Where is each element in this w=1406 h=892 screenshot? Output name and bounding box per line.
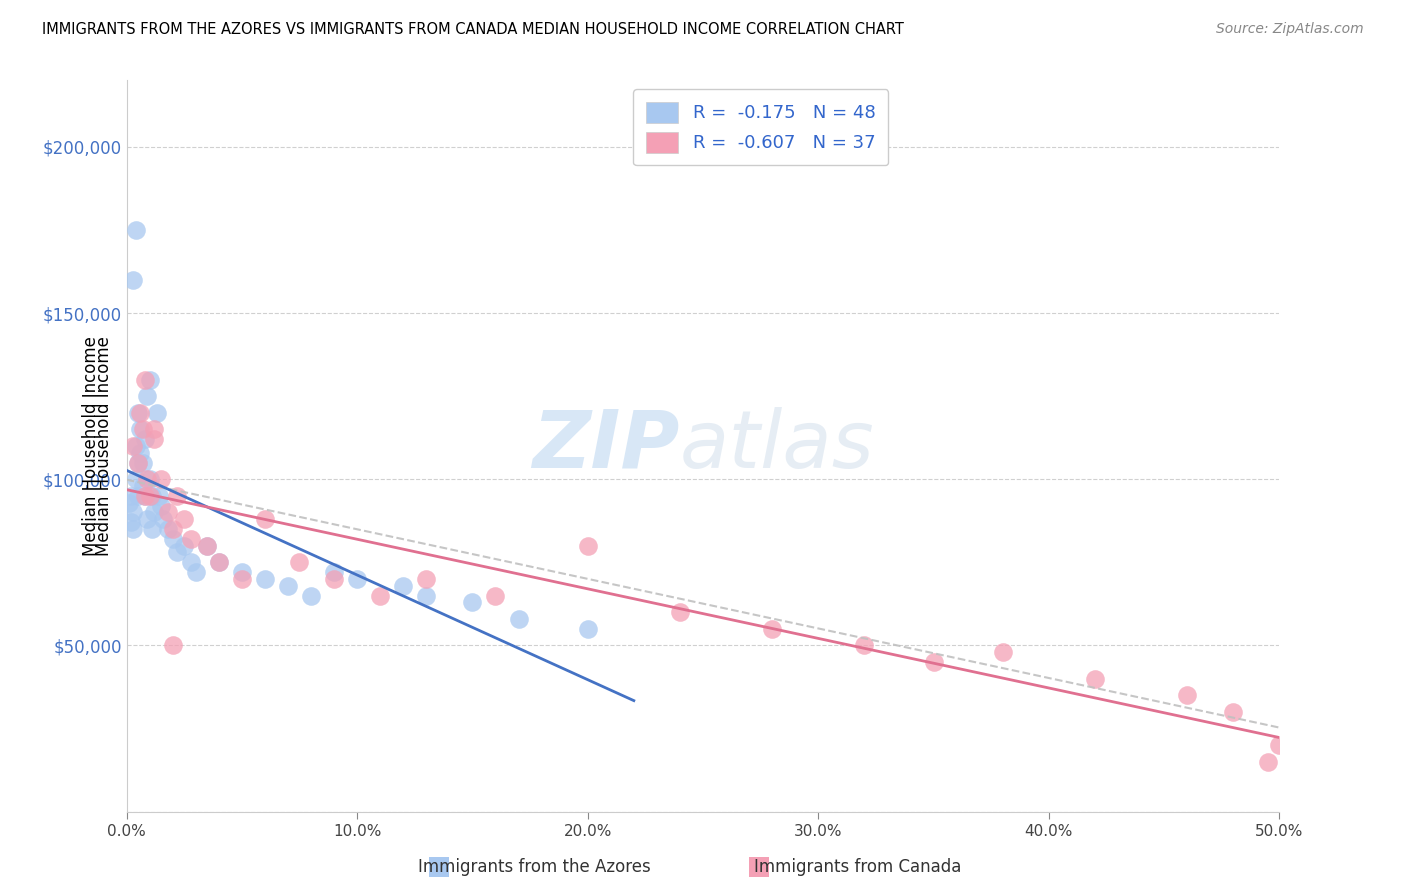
Point [136, 512, 159, 526]
Point [166, 545, 188, 559]
Point [127, 456, 149, 470]
Point [1257, 755, 1279, 769]
Point [1175, 689, 1198, 703]
Point [180, 532, 202, 546]
Text: atlas: atlas [681, 407, 875, 485]
Point [173, 539, 195, 553]
Point [145, 406, 167, 420]
Point [415, 572, 437, 586]
Point [173, 512, 195, 526]
Point [141, 522, 163, 536]
Point [118, 495, 141, 509]
Point [1084, 672, 1107, 686]
Point [125, 223, 148, 237]
Point [761, 622, 783, 636]
Point [136, 472, 159, 486]
Point [415, 589, 437, 603]
Point [122, 506, 145, 520]
Point [129, 422, 152, 436]
Point [323, 572, 346, 586]
Point [162, 532, 184, 546]
Point [131, 456, 153, 470]
Text: Immigrants from the Azores: Immigrants from the Azores [418, 858, 651, 876]
Point [125, 472, 148, 486]
Point [120, 489, 142, 503]
Point [122, 273, 145, 287]
Point [576, 539, 599, 553]
Point [122, 439, 145, 453]
Text: Immigrants from Canada: Immigrants from Canada [754, 858, 962, 876]
Point [1268, 738, 1291, 752]
Point [127, 456, 149, 470]
Point [166, 489, 188, 503]
Point [134, 489, 156, 503]
Point [288, 555, 311, 569]
Point [195, 539, 218, 553]
Point [461, 595, 484, 609]
Point [1222, 705, 1244, 719]
Point [152, 512, 174, 526]
Point [162, 639, 184, 653]
Point [134, 372, 156, 386]
Point [120, 516, 142, 530]
Point [922, 655, 945, 669]
Point [180, 555, 202, 569]
Point [141, 489, 163, 503]
Point [508, 612, 530, 626]
Point [576, 622, 599, 636]
Point [299, 589, 322, 603]
Point [150, 472, 173, 486]
Point [323, 566, 346, 580]
Point [208, 555, 231, 569]
Point [231, 572, 253, 586]
Point [392, 579, 415, 593]
Point [134, 489, 156, 503]
Point [148, 489, 170, 503]
Point [127, 489, 149, 503]
Point [195, 539, 218, 553]
Text: IMMIGRANTS FROM THE AZORES VS IMMIGRANTS FROM CANADA MEDIAN HOUSEHOLD INCOME COR: IMMIGRANTS FROM THE AZORES VS IMMIGRANTS… [42, 22, 904, 37]
Point [184, 566, 207, 580]
Point [346, 572, 368, 586]
Point [136, 389, 159, 403]
Point [157, 522, 180, 536]
Point [853, 639, 876, 653]
Point [484, 589, 506, 603]
Y-axis label: Median Household Income: Median Household Income [94, 336, 112, 556]
Point [143, 433, 166, 447]
Point [122, 522, 145, 536]
Text: ZIP: ZIP [533, 407, 681, 485]
Point [368, 589, 391, 603]
Point [138, 489, 160, 503]
Point [150, 499, 173, 513]
Point [138, 472, 160, 486]
Point [157, 506, 180, 520]
Point [253, 512, 276, 526]
Point [143, 422, 166, 436]
Point [127, 406, 149, 420]
Point [129, 445, 152, 459]
Point [125, 439, 148, 453]
Point [253, 572, 276, 586]
Point [143, 506, 166, 520]
Point [131, 479, 153, 493]
Point [277, 579, 299, 593]
Point [162, 522, 184, 536]
Point [669, 605, 692, 619]
Point [134, 433, 156, 447]
Point [208, 555, 231, 569]
Text: Median Household Income: Median Household Income [83, 336, 100, 556]
Point [129, 406, 152, 420]
Point [231, 566, 253, 580]
Point [131, 422, 153, 436]
Point [991, 645, 1014, 659]
Text: Source: ZipAtlas.com: Source: ZipAtlas.com [1216, 22, 1364, 37]
Point [138, 372, 160, 386]
Legend: R =  -0.175   N = 48, R =  -0.607   N = 37: R = -0.175 N = 48, R = -0.607 N = 37 [633, 89, 889, 165]
